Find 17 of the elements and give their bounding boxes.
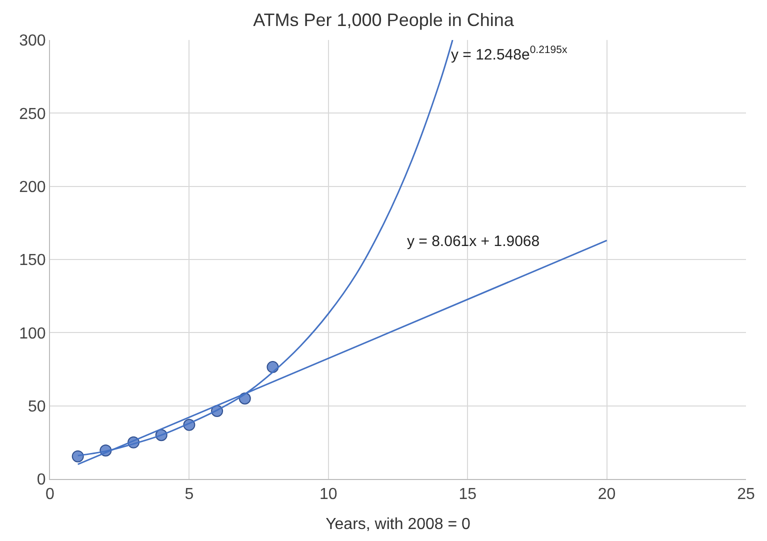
point xyxy=(72,450,84,462)
y-tick-label: 50 xyxy=(28,398,46,416)
y-tick-label: 250 xyxy=(19,106,46,123)
x-tick-label: 15 xyxy=(458,486,477,504)
y-tick-label: 300 xyxy=(19,32,46,50)
y-tick-label: 100 xyxy=(19,325,46,342)
x-tick-label: 10 xyxy=(320,486,338,504)
annotation: y = 8.061x + 1.9068 xyxy=(407,233,540,250)
y-tick-label: 200 xyxy=(19,178,46,196)
x-axis-title: Years, with 2008 = 0 xyxy=(326,516,471,533)
chart-title: ATMs Per 1,000 People in China xyxy=(253,10,515,30)
x-tick-label: 20 xyxy=(598,486,616,504)
annotation: y = 12.548e$^{0.2195x}$ xyxy=(451,44,568,64)
y-tick-label: 0 xyxy=(36,472,46,489)
x-tick-label: 5 xyxy=(184,486,194,504)
y-tick-label: 150 xyxy=(19,252,46,270)
x-tick-label: 25 xyxy=(737,486,755,504)
